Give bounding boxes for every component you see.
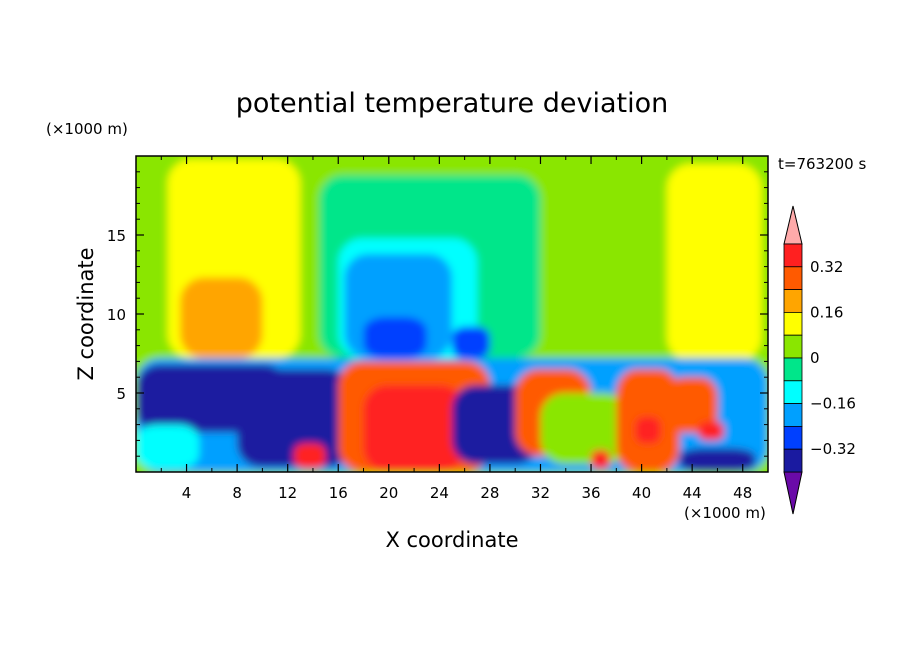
y-unit-label: (×1000 m) <box>46 120 128 138</box>
colorbar-box <box>783 357 803 382</box>
colorbar-box <box>783 289 803 313</box>
colorbar-box <box>783 243 803 268</box>
colorbar-tick-label: 0.16 <box>810 303 843 321</box>
colorbar-box <box>783 448 803 473</box>
x-tick-label: 8 <box>232 484 242 502</box>
contour-region <box>363 317 427 359</box>
plot-area <box>136 156 768 472</box>
colorbar-box <box>783 380 803 404</box>
x-tick-label: 36 <box>581 484 600 502</box>
x-tick-label: 48 <box>733 484 752 502</box>
contour-region <box>540 393 629 465</box>
x-tick-label: 12 <box>278 484 297 502</box>
colorbar-tick-label: 0.32 <box>810 258 843 276</box>
x-axis-label: X coordinate <box>385 528 518 552</box>
contour-region <box>679 448 756 472</box>
colorbar-box <box>783 403 803 427</box>
x-unit-label: (×1000 m) <box>684 504 766 522</box>
contour-region <box>180 277 263 359</box>
contour-region <box>591 449 610 469</box>
x-tick-label: 16 <box>329 484 348 502</box>
y-axis-ticks: 5 10 15 <box>107 171 768 457</box>
colorbar-box <box>783 334 803 359</box>
contour-region <box>698 421 724 441</box>
contour-region <box>294 443 326 469</box>
x-tick-label: 20 <box>379 484 398 502</box>
y-tick-label: 15 <box>107 227 126 245</box>
x-tick-label: 4 <box>182 484 192 502</box>
colorbar-box <box>783 311 803 336</box>
x-axis-ticks: 4 8 12 16 20 24 28 32 36 40 44 48 <box>160 156 752 502</box>
y-axis-label: Z coordinate <box>74 247 98 380</box>
contour-region <box>666 163 762 362</box>
contour-region <box>666 377 718 433</box>
chart-title: potential temperature deviation <box>236 88 668 119</box>
contour-region <box>136 424 200 469</box>
colorbar-box <box>783 266 803 290</box>
contour-region <box>363 385 465 472</box>
x-tick-label: 28 <box>480 484 499 502</box>
contour-region <box>452 326 490 359</box>
x-tick-label: 44 <box>683 484 702 502</box>
contour-region <box>635 416 661 444</box>
x-tick-label: 24 <box>430 484 449 502</box>
colorbar-arrow-bottom <box>783 471 803 515</box>
x-tick-label: 32 <box>531 484 550 502</box>
contour-region <box>237 369 351 468</box>
colorbar-tick-label: −0.32 <box>810 440 856 458</box>
y-tick-label: 10 <box>107 306 126 324</box>
colorbar: 0.32 0.16 0 −0.16 −0.32 <box>783 205 856 515</box>
colorbar-box <box>783 425 803 450</box>
colorbar-tick-label: 0 <box>810 349 820 367</box>
colorbar-arrow-top <box>783 205 803 245</box>
time-label: t=763200 s <box>778 155 866 173</box>
x-tick-label: 40 <box>632 484 651 502</box>
y-tick-label: 5 <box>116 385 126 403</box>
colorbar-tick-label: −0.16 <box>810 395 856 413</box>
